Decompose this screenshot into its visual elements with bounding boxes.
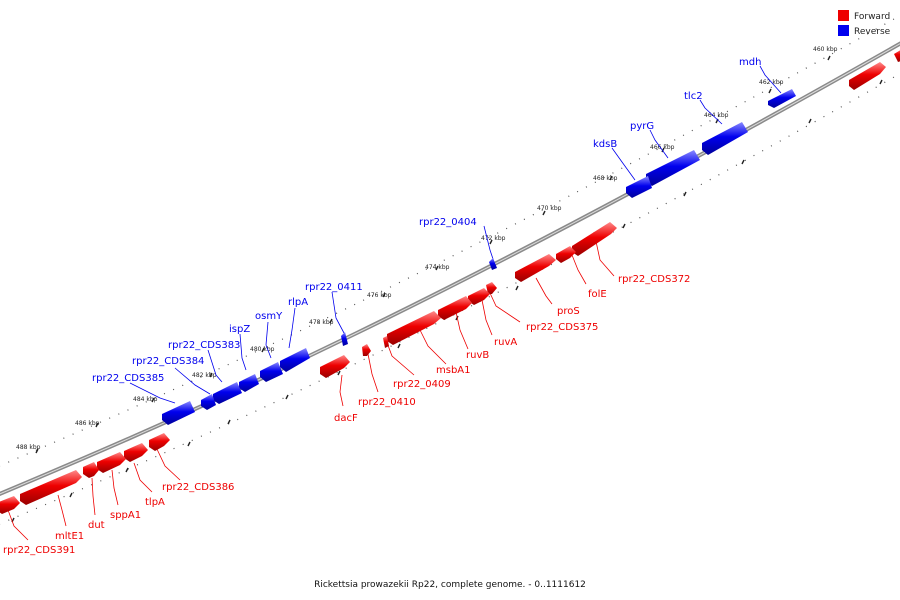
tick-label: 484 kbp: [133, 396, 158, 403]
gene-label-sppA1: sppA1: [110, 510, 141, 521]
gene-label-rpr22-cds391: rpr22_CDS391: [3, 545, 75, 556]
gene-label-mltE1: mltE1: [55, 531, 84, 542]
major-ticks-upper: [35, 55, 831, 454]
reverse-gene-labels: mdh tlc2 pyrG kdsB rpr22_0404 rpr22_0411…: [92, 57, 761, 384]
legend-forward-swatch: [838, 10, 849, 21]
gene-feature-forward[interactable]: [515, 254, 556, 282]
gene-feature-reverse[interactable]: [239, 374, 259, 392]
legend-forward-label: Forward: [854, 12, 890, 22]
gene-feature-forward[interactable]: [362, 344, 371, 356]
gene-feature-reverse[interactable]: [280, 348, 310, 372]
gene-label-tlpA: tlpA: [145, 497, 165, 508]
gene-label-rlpA: rlpA: [288, 297, 308, 308]
gene-feature-forward[interactable]: [149, 433, 170, 451]
gene-label-ruvB: ruvB: [466, 350, 489, 361]
gene-label-dacF: dacF: [334, 413, 358, 424]
tick-label: 472 kbp: [481, 235, 506, 242]
gene-feature-reverse[interactable]: [201, 394, 216, 410]
gene-feature-forward[interactable]: [894, 48, 900, 62]
tick-label: 478 kbp: [309, 319, 334, 326]
gene-feature-reverse[interactable]: [646, 150, 700, 186]
gene-feature-reverse[interactable]: [341, 332, 348, 346]
gene-feature-forward[interactable]: [438, 296, 472, 320]
gene-label-dut: dut: [88, 520, 105, 531]
gene-label-folE: folE: [588, 289, 607, 300]
gene-feature-reverse[interactable]: [213, 382, 242, 404]
leader-lines-forward: [7, 231, 615, 541]
legend: Forward Reverse: [838, 10, 891, 37]
tick-label: 474 kbp: [425, 264, 450, 271]
map-caption: Rickettsia prowazekii Rp22, complete gen…: [314, 580, 586, 590]
gene-label-rpr22-cds375: rpr22_CDS375: [526, 322, 598, 333]
gene-label-rpr22-cds372: rpr22_CDS372: [618, 274, 690, 285]
gene-feature-forward[interactable]: [387, 311, 441, 345]
gene-label-rpr22-cds386: rpr22_CDS386: [162, 482, 234, 493]
leader-lines-reverse: [129, 65, 782, 404]
gene-feature-forward[interactable]: [0, 496, 20, 514]
gene-label-rpr22-0411: rpr22_0411: [305, 282, 363, 293]
gene-feature-forward[interactable]: [20, 470, 82, 505]
gene-label-rpr22-0409: rpr22_0409: [393, 379, 451, 390]
tick-label: 468 kbp: [593, 175, 618, 182]
genome-backbone: [0, 41, 900, 496]
gene-label-ispZ: ispZ: [229, 324, 250, 335]
gene-feature-forward[interactable]: [468, 288, 490, 305]
tick-label: 482 kbp: [192, 372, 217, 379]
gene-feature-forward[interactable]: [124, 443, 148, 462]
gene-label-rpr22-0404: rpr22_0404: [419, 217, 477, 228]
gene-feature-reverse[interactable]: [489, 258, 497, 270]
gene-feature-forward[interactable]: [486, 282, 497, 294]
forward-gene-labels: rpr22_CDS372 folE proS rpr22_CDS375 ruvA…: [3, 274, 690, 556]
gene-feature-reverse[interactable]: [768, 89, 796, 108]
gene-feature-reverse[interactable]: [702, 122, 748, 155]
tick-label: 460 kbp: [813, 46, 838, 53]
gene-feature-reverse[interactable]: [260, 362, 283, 382]
tick-label: 480 kbp: [250, 346, 275, 353]
tick-label: 476 kbp: [367, 292, 392, 299]
gene-label-rpr22-cds383: rpr22_CDS383: [168, 340, 240, 351]
tick-label: 470 kbp: [537, 205, 562, 212]
gene-label-rpr22-cds385: rpr22_CDS385: [92, 373, 164, 384]
gene-feature-forward[interactable]: [556, 246, 576, 263]
gene-label-rpr22-cds384: rpr22_CDS384: [132, 356, 204, 367]
gene-label-osmY: osmY: [255, 311, 283, 322]
gene-feature-forward[interactable]: [320, 355, 350, 378]
gene-feature-reverse[interactable]: [626, 176, 652, 198]
major-ticks-lower: [11, 79, 883, 523]
tick-label: 486 kbp: [75, 420, 100, 427]
gene-label-msbA1: msbA1: [436, 365, 471, 376]
reverse-genes: [162, 89, 796, 425]
gene-label-kdsB: kdsB: [593, 139, 617, 150]
gene-feature-forward[interactable]: [849, 62, 886, 90]
tick-labels: 460 kbp 462 kbp 464 kbp 466 kbp 468 kbp …: [16, 46, 838, 451]
gene-label-rpr22-0410: rpr22_0410: [358, 397, 416, 408]
gene-label-proS: proS: [557, 306, 580, 317]
gene-feature-reverse[interactable]: [162, 401, 195, 425]
gene-label-mdh: mdh: [739, 57, 761, 68]
tick-label: 466 kbp: [650, 144, 675, 151]
gene-label-tlc2: tlc2: [684, 91, 703, 102]
gene-label-pyrG: pyrG: [630, 121, 654, 132]
legend-reverse-label: Reverse: [854, 27, 891, 37]
gene-feature-forward[interactable]: [383, 336, 389, 348]
gene-label-ruvA: ruvA: [494, 337, 517, 348]
tick-label: 488 kbp: [16, 444, 41, 451]
legend-reverse-swatch: [838, 25, 849, 36]
gene-feature-forward[interactable]: [83, 462, 99, 478]
gene-feature-forward[interactable]: [572, 222, 617, 256]
tick-label: 464 kbp: [704, 112, 729, 119]
forward-genes: [0, 48, 900, 514]
gene-feature-forward[interactable]: [97, 452, 126, 473]
